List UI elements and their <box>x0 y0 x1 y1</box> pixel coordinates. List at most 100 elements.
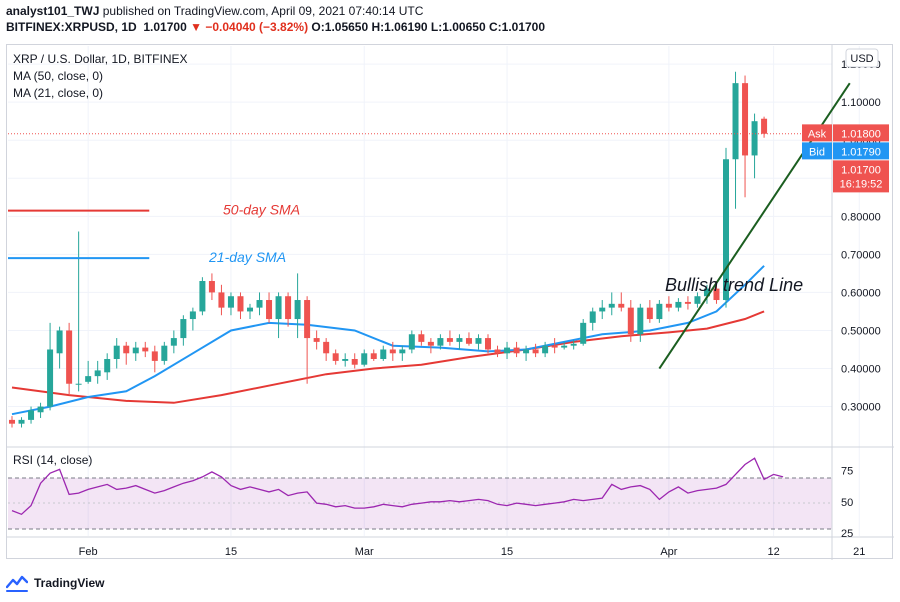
ma21-line <box>11 265 765 416</box>
candle-body <box>247 307 253 312</box>
currency-label: USD <box>850 53 873 65</box>
candle-body <box>732 83 739 160</box>
candle-body <box>285 296 292 320</box>
candle-body <box>713 288 720 301</box>
ask-label-box <box>802 124 832 142</box>
candle-body <box>351 359 358 365</box>
candle-body <box>513 347 520 354</box>
candle-body <box>456 338 463 342</box>
candle-body <box>418 334 425 342</box>
chart-title: XRP / U.S. Dollar, 1D, BITFINEX <box>13 52 188 66</box>
candle-body <box>361 353 368 365</box>
brand-name: TradingView <box>34 576 105 590</box>
high-label: H: <box>371 20 385 34</box>
ma50-legend: MA (50, close, 0) <box>13 69 103 83</box>
candle-body <box>28 410 35 420</box>
candle-body <box>313 338 320 342</box>
ask-label: Ask <box>808 128 827 140</box>
candle-body <box>266 300 273 320</box>
candle-body <box>627 307 634 335</box>
price-tick-label: 0.30000 <box>841 402 881 414</box>
candle-body <box>323 341 330 354</box>
candle-body <box>408 334 415 350</box>
grid-lines <box>8 46 860 536</box>
candle-body <box>665 303 672 308</box>
time-tick-label: 15 <box>225 546 237 558</box>
candle-body <box>761 118 768 134</box>
time-tick-label: 12 <box>767 546 779 558</box>
last-price: 1.01700 <box>143 20 187 34</box>
rsi-tick-label: 50 <box>841 497 853 509</box>
time-tick-label: Mar <box>355 546 374 558</box>
candle-body <box>332 353 339 361</box>
candle-body <box>675 301 682 308</box>
sma50-annotation: 50-day SMA <box>223 202 300 218</box>
candle-body <box>475 338 482 344</box>
time-tick-label: 21 <box>853 546 865 558</box>
bid-value-box <box>833 142 889 160</box>
close-value: 1.01700 <box>501 20 546 34</box>
publish-info: analyst101_TWJ published on TradingView.… <box>6 4 423 18</box>
candle-body <box>208 281 215 293</box>
candle-body <box>180 319 187 339</box>
down-arrow-icon: ▼ <box>190 20 202 34</box>
candle-body <box>294 300 301 320</box>
candle-body <box>399 349 406 354</box>
bid-value: 1.01790 <box>841 146 881 158</box>
bar-countdown: 16:19:52 <box>840 178 883 190</box>
candle-body <box>542 345 549 354</box>
candle-body <box>608 303 615 308</box>
price-tick-label: 0.60000 <box>841 287 881 299</box>
rsi-tick-label: 25 <box>841 528 853 540</box>
candle-body <box>199 281 206 312</box>
candle-body <box>66 330 73 384</box>
candle-body <box>123 345 130 354</box>
candle-body <box>94 370 101 377</box>
price-chart[interactable]: 50-day SMA 21-day SMA Bullish trend Line 1… <box>7 45 894 560</box>
chart-frame[interactable]: 50-day SMA 21-day SMA Bullish trend Line 1… <box>6 44 894 560</box>
candle-body <box>275 296 282 320</box>
candle-body <box>446 338 453 342</box>
candle-body <box>494 349 501 354</box>
candle-body <box>599 307 606 312</box>
ask-value: 1.01800 <box>841 128 881 140</box>
candle-body <box>142 347 149 352</box>
candle-body <box>380 349 387 359</box>
candle-body <box>485 338 491 350</box>
candle-body <box>304 300 311 339</box>
rsi-legend: RSI (14, close) <box>13 453 92 467</box>
candle-body <box>618 303 625 308</box>
price-tick-label: 0.40000 <box>841 364 881 376</box>
ask-value-box <box>833 124 889 142</box>
bid-label-box <box>802 142 832 160</box>
candle-body <box>132 347 139 354</box>
candle-body <box>646 307 653 320</box>
ma50-line <box>11 310 765 404</box>
candle-body <box>427 341 434 346</box>
candle-body <box>47 349 54 407</box>
candle-body <box>723 159 729 301</box>
candle-body <box>227 296 234 308</box>
candle-body <box>703 288 710 297</box>
high-value: 1.06190 <box>384 20 428 34</box>
rsi-tick-label: 75 <box>841 466 853 478</box>
close-label: C: <box>488 20 502 34</box>
open-label: O: <box>311 20 325 34</box>
candle-body <box>551 345 558 348</box>
bid-label: Bid <box>809 146 825 158</box>
candle-body <box>656 303 663 320</box>
last-price-box <box>833 160 889 193</box>
rsi-line <box>11 457 784 516</box>
candles <box>9 71 768 428</box>
published-text: published on TradingView.com, April 09, … <box>102 4 424 18</box>
price-badges: Ask 1.01800 Bid 1.01790 1.01700 16:19:52 <box>802 124 889 193</box>
candle-body <box>580 322 587 344</box>
price-tick-label: 0.50000 <box>841 325 881 337</box>
price-tick-label: 0.70000 <box>841 249 881 261</box>
candle-body <box>113 345 120 359</box>
candle-body <box>189 311 196 320</box>
candle-body <box>37 406 44 413</box>
candle-body <box>151 351 158 361</box>
currency-button[interactable] <box>845 48 879 68</box>
candle-body <box>751 121 758 156</box>
